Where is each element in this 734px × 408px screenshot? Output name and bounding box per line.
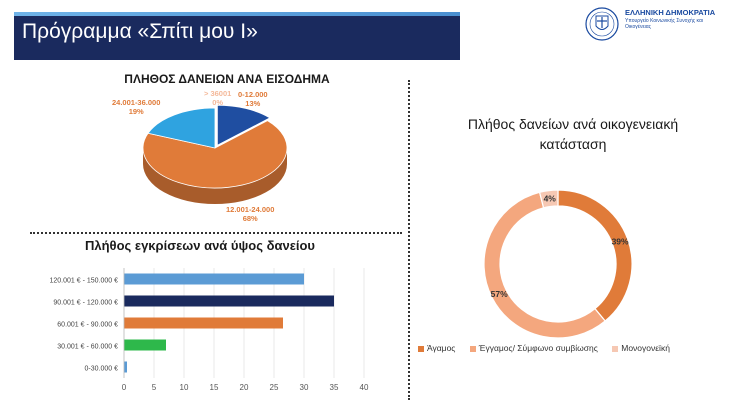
pie-label-1: 12.001-24.000 68% [226,205,275,223]
bar-xtick-4: 20 [240,383,249,392]
donut-label-1: 57% [491,289,508,299]
pie-side-1 [143,148,287,204]
bar-category-4: 0-30.000 € [85,366,119,373]
bar-xtick-5: 25 [270,383,279,392]
pie-slice-0 [216,104,271,146]
page-title: Πρόγραμμα «Σπίτι μου Ι» [22,20,258,43]
donut-slice-0 [557,189,633,322]
family-status-donut-chart: 39% 57% 4% [483,189,633,339]
bar-chart-title: Πλήθος εγκρίσεων ανά ύψος δανείου [85,238,315,253]
bar-xtick-1: 5 [152,383,157,392]
bar-category-2: 60.001 € - 90.000 € [57,322,118,329]
bar-xtick-3: 15 [210,383,219,392]
bar-1 [124,295,334,307]
donut-label-2: 4% [544,194,557,204]
vertical-divider [408,80,410,400]
bar-category-3: 30.001 € - 60.000 € [57,344,118,351]
pie-label-0: 0-12.000 13% [238,90,268,108]
bar-4 [124,361,127,373]
bar-xtick-0: 0 [122,383,127,392]
pie-chart-title: ΠΛΗΘΟΣ ΔΑΝΕΙΩΝ ΑΝΑ ΕΙΣΟΔΗΜΑ [124,72,330,86]
donut-legend: Άγαμος Έγγαμος/ Σύμφωνο συμβίωσης Μονογο… [418,343,682,353]
bar-xtick-6: 30 [300,383,309,392]
bar-2 [124,317,283,329]
bar-xtick-7: 35 [330,383,339,392]
pie-slice-1 [142,120,288,189]
bar-category-1: 90.001 € - 120.000 € [53,300,118,307]
donut-label-0: 39% [612,237,629,247]
legend-item-2: Μονογονεϊκή [612,343,670,353]
bar-0 [124,273,304,285]
legend-item-1: Έγγαμος/ Σύμφωνο συμβίωσης [469,343,598,353]
bar-xtick-8: 40 [360,383,369,392]
bar-3 [124,339,166,351]
pie-slice-2 [147,107,216,149]
greek-emblem-icon [585,7,619,41]
gov-subtitle: Υπουργείο Κοινωνικής Συνοχής και Οικογέν… [625,18,703,30]
donut-chart-title: Πλήθος δανείων ανά οικογενειακή κατάστασ… [467,116,679,152]
title-bar [14,12,460,60]
gov-name: ΕΛΛΗΝΙΚΗ ΔΗΜΟΚΡΑΤΙΑ [625,8,716,17]
bar-category-0: 120.001 € - 150.000 € [49,278,118,285]
horizontal-divider [30,232,402,234]
loan-amount-bar-chart: 0 5 10 15 20 25 30 35 40 120.001 € - 150.000 € 90.… [49,268,369,392]
pie-label-2: 24.001-36.000 19% [112,98,161,116]
donut-slice-2 [538,189,559,209]
legend-item-0: Άγαμος [418,343,455,353]
income-pie-chart [142,104,288,204]
bar-xtick-2: 10 [180,383,189,392]
pie-label-3: > 36001 0% [204,89,232,107]
